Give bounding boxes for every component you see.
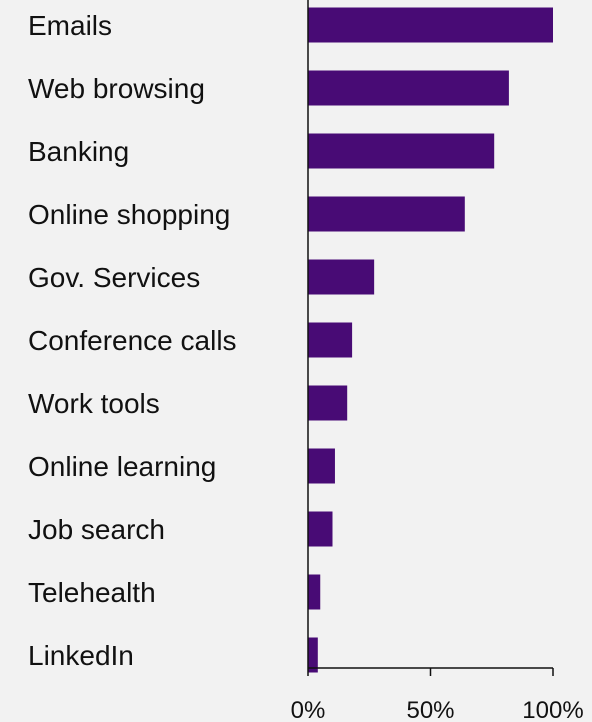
category-label: Online shopping	[28, 199, 230, 230]
bar-emails	[308, 7, 553, 43]
category-label: LinkedIn	[28, 640, 134, 671]
bar-web-browsing	[308, 70, 509, 106]
bar-work-tools	[308, 385, 348, 421]
x-tick-label: 100%	[522, 697, 583, 722]
bar-job-search	[308, 511, 333, 547]
x-tick-label: 50%	[406, 697, 454, 722]
bar-conference-calls	[308, 322, 353, 358]
category-label: Work tools	[28, 388, 160, 419]
category-label: Conference calls	[28, 325, 237, 356]
bar-linkedin	[308, 637, 318, 673]
category-label: Gov. Services	[28, 262, 200, 293]
bar-online-shopping	[308, 196, 465, 232]
x-tick-label: 0%	[291, 697, 326, 722]
bar-gov-services	[308, 259, 375, 295]
category-label: Web browsing	[28, 73, 205, 104]
bar-banking	[308, 133, 495, 169]
category-label: Telehealth	[28, 577, 156, 608]
bar-online-learning	[308, 448, 335, 484]
category-label: Online learning	[28, 451, 216, 482]
category-label: Banking	[28, 136, 129, 167]
category-label: Job search	[28, 514, 165, 545]
bar-telehealth	[308, 574, 321, 610]
category-label: Emails	[28, 10, 112, 41]
